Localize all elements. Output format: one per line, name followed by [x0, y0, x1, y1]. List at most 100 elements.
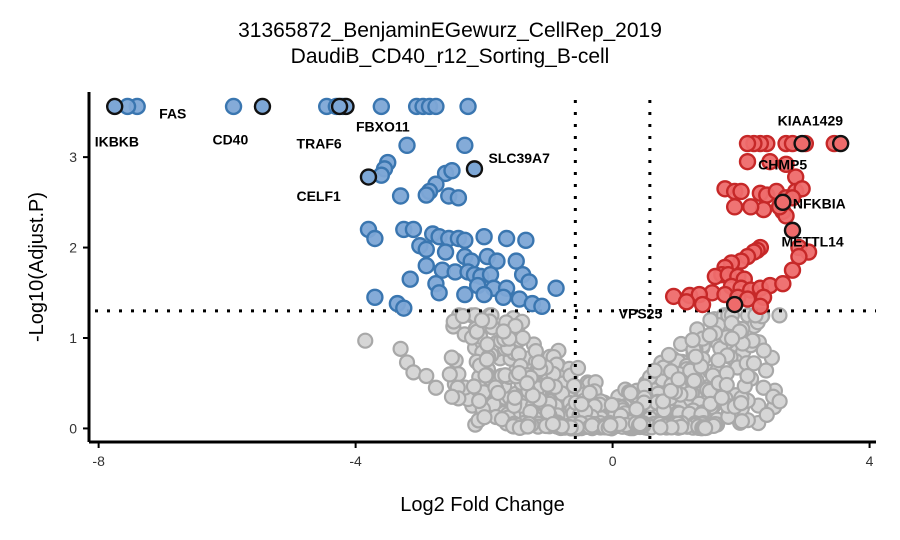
ns-point — [476, 409, 493, 426]
up-point — [790, 247, 808, 266]
gene-label: METTL14 — [781, 233, 843, 249]
ns-point — [443, 388, 461, 405]
up-point — [783, 261, 802, 279]
down-point — [366, 229, 384, 248]
highlighted-point — [465, 160, 484, 178]
down-point — [456, 231, 474, 250]
highlighted-point — [831, 134, 850, 153]
up-point — [738, 152, 757, 171]
ns-point — [697, 419, 714, 437]
ns-point — [628, 401, 645, 418]
ns-point — [654, 393, 672, 410]
down-point — [430, 284, 448, 302]
ns-point — [454, 307, 471, 325]
ns-point — [569, 359, 587, 377]
y-tick-label: 1 — [69, 330, 77, 346]
gene-labels: IKBKB FAS CD40 TRAF6 FBXO11 CELF1 SLC39A7 KIAA1… — [95, 105, 846, 321]
highlighted-point — [783, 221, 802, 240]
gene-label: CHMP5 — [758, 157, 807, 173]
ns-point — [755, 379, 772, 396]
highlighted-points — [105, 97, 850, 314]
down-point — [404, 220, 423, 239]
up-point — [738, 134, 757, 153]
highlighted-point — [330, 97, 349, 116]
down-point — [417, 256, 435, 275]
ns-point — [479, 336, 496, 353]
chart-title: 31365872_BenjaminEGewurz_CellRep_2019 — [238, 19, 662, 42]
down-point — [517, 231, 535, 250]
down-point — [520, 273, 538, 291]
ns-point — [357, 332, 374, 349]
ns-point — [477, 367, 494, 384]
ns-point — [662, 382, 679, 399]
down-point — [475, 228, 493, 246]
down-point — [459, 97, 477, 116]
ns-point — [418, 367, 435, 385]
ns-point — [771, 307, 788, 324]
up-point — [742, 198, 760, 216]
highlighted-point — [253, 97, 272, 116]
ns-point — [745, 355, 763, 372]
ns-point — [465, 378, 483, 395]
up-point — [677, 293, 696, 311]
x-axis-title: Log2 Fold Change — [400, 494, 565, 516]
down-point — [488, 252, 506, 270]
down-point — [417, 240, 435, 259]
ns-point — [739, 367, 756, 385]
ns-point — [713, 389, 730, 406]
ns-point — [602, 417, 619, 434]
ns-point — [660, 346, 677, 364]
gene-label: CELF1 — [296, 188, 341, 204]
down-point — [398, 136, 416, 155]
up-point — [693, 295, 712, 314]
ns-point — [701, 327, 718, 344]
gene-label: NFKBIA — [793, 195, 846, 211]
up-point — [732, 182, 750, 201]
gene-label: KIAA1429 — [778, 113, 844, 129]
ns-point — [473, 312, 491, 329]
down-point — [436, 243, 455, 261]
axes: -8 -4 0 4 0 1 2 3 Log2 Fold Change -Log10(Adjust.… — [26, 92, 876, 516]
down-point — [456, 285, 474, 304]
highlighted-point — [793, 134, 811, 153]
ns-point — [670, 371, 687, 388]
ns-point — [687, 348, 704, 365]
down-point — [475, 285, 493, 304]
gene-label: IKBKB — [95, 133, 139, 149]
down-regulated-points — [118, 97, 565, 317]
ns-point — [441, 366, 458, 383]
ns-point — [583, 417, 601, 434]
down-point — [366, 288, 384, 306]
ns-point — [757, 362, 775, 379]
ns-point — [392, 340, 409, 357]
down-point — [224, 97, 243, 116]
ns-point — [631, 416, 649, 433]
ns-point — [622, 385, 639, 402]
ns-point — [581, 384, 598, 401]
ns-point — [723, 330, 741, 347]
down-point — [443, 161, 461, 180]
ns-point — [646, 362, 663, 379]
down-point — [401, 270, 419, 288]
gene-label: FBXO11 — [356, 118, 410, 134]
ns-point — [478, 351, 495, 368]
ns-point — [710, 352, 727, 369]
gene-label: SLC39A7 — [488, 150, 550, 166]
down-point — [456, 136, 474, 155]
ns-point — [495, 323, 512, 340]
ns-point — [544, 415, 561, 433]
ns-point — [539, 376, 556, 393]
threshold-lines — [95, 100, 876, 442]
up-point — [725, 198, 744, 216]
ns-point — [506, 389, 523, 406]
x-tick-label: -8 — [92, 453, 105, 469]
y-tick-label: 0 — [69, 420, 77, 436]
ns-point — [518, 375, 536, 392]
down-point — [417, 186, 435, 204]
ns-point — [652, 419, 669, 436]
up-point — [761, 152, 779, 171]
up-regulated-points — [664, 134, 843, 316]
gene-label: VPS25 — [619, 306, 663, 322]
ns-point — [686, 372, 703, 389]
x-tick-label: 4 — [866, 453, 874, 469]
